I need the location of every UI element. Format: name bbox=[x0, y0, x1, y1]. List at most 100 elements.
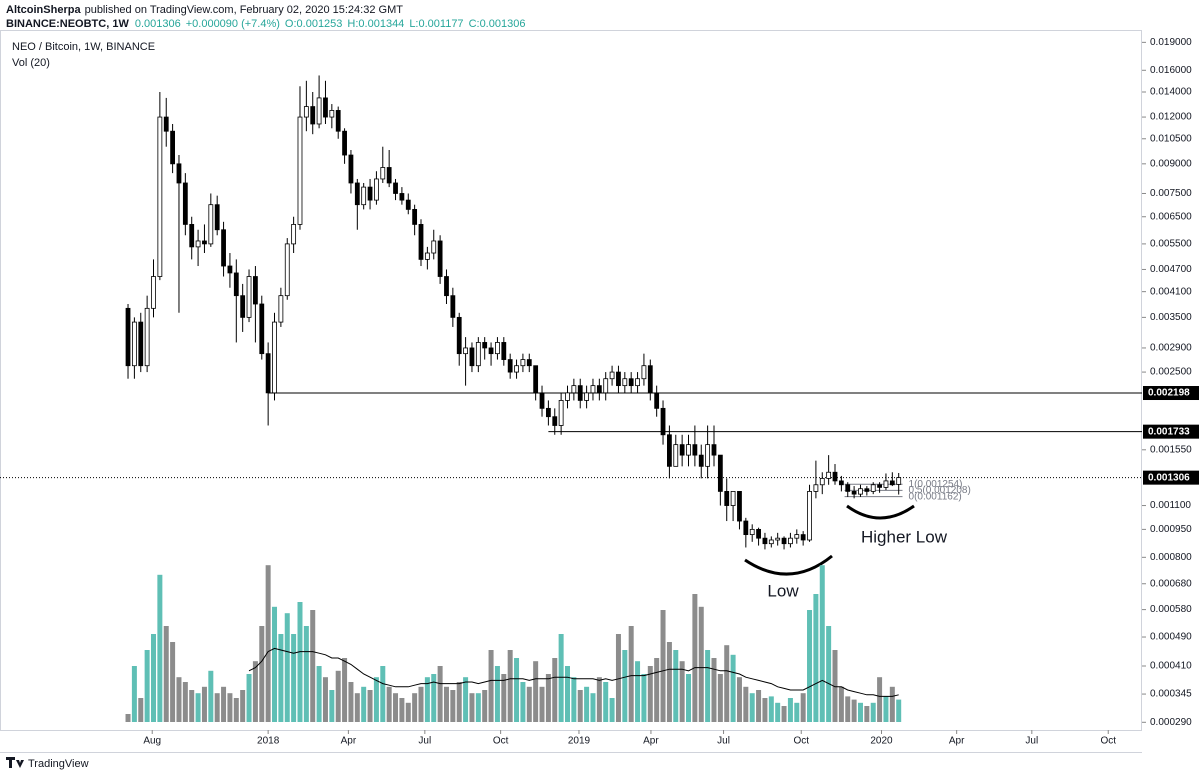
candle bbox=[240, 283, 246, 332]
volume-bar bbox=[813, 594, 819, 722]
candle bbox=[667, 425, 672, 479]
price-badge bbox=[1143, 470, 1199, 485]
y-tick-label: 0.000490 bbox=[1150, 632, 1192, 643]
candle-body bbox=[870, 484, 876, 492]
chart-title: NEO / Bitcoin, 1W, BINANCE bbox=[12, 41, 155, 53]
candle bbox=[170, 123, 176, 174]
candle-body bbox=[265, 353, 271, 394]
candle-body bbox=[896, 477, 902, 485]
volume-bar bbox=[864, 706, 870, 722]
candle-body bbox=[565, 392, 570, 401]
candle-body bbox=[195, 240, 201, 248]
volume-bar bbox=[259, 626, 265, 722]
candle bbox=[444, 269, 449, 305]
candle-body bbox=[577, 385, 583, 401]
candle bbox=[635, 372, 640, 393]
volume-bar bbox=[265, 565, 271, 722]
candle bbox=[730, 491, 736, 522]
volume-bar bbox=[507, 650, 513, 722]
candle bbox=[374, 171, 379, 205]
volume-bar bbox=[564, 666, 570, 722]
volume-bar bbox=[552, 658, 558, 722]
y-tick-label: 0.000680 bbox=[1150, 578, 1192, 589]
volume-bar bbox=[278, 634, 284, 722]
candle-body bbox=[348, 154, 354, 184]
candle bbox=[335, 106, 341, 139]
candle-body bbox=[323, 97, 328, 118]
candle-body bbox=[291, 224, 297, 245]
candle-body bbox=[316, 97, 322, 125]
candle bbox=[176, 155, 182, 313]
candle bbox=[838, 475, 844, 492]
volume-bar bbox=[214, 693, 220, 722]
candle bbox=[788, 532, 793, 548]
volume-bar bbox=[329, 690, 335, 722]
candle-body bbox=[272, 321, 277, 394]
volume-bar bbox=[221, 686, 227, 722]
volume-bar bbox=[577, 690, 583, 722]
higher-low-arc bbox=[846, 504, 915, 520]
candle-body bbox=[667, 434, 672, 467]
candle bbox=[870, 482, 876, 495]
candle-body bbox=[488, 347, 494, 355]
candle bbox=[501, 337, 507, 366]
candle bbox=[896, 472, 902, 495]
candle bbox=[877, 482, 882, 493]
candle bbox=[131, 317, 137, 379]
candle bbox=[151, 259, 156, 318]
close-label: C:0.001306 bbox=[469, 18, 526, 30]
volume-bar bbox=[431, 674, 437, 722]
candle bbox=[832, 464, 838, 485]
candle bbox=[686, 434, 691, 467]
volume-bar bbox=[539, 686, 545, 722]
symbol-line: BINANCE:NEOBTC, 1W 0.001306 +0.000090 (+7.… bbox=[6, 18, 525, 30]
candle bbox=[469, 342, 475, 373]
volume-bar bbox=[775, 702, 781, 722]
candle-body bbox=[475, 342, 481, 367]
volume-bar bbox=[520, 682, 526, 722]
candle bbox=[577, 378, 583, 409]
candle-body bbox=[329, 110, 335, 118]
x-tick-label: Oct bbox=[493, 736, 509, 747]
volume-bar bbox=[240, 690, 246, 722]
candle bbox=[463, 337, 468, 386]
candle bbox=[399, 187, 405, 205]
volume-label: Vol (20) bbox=[12, 57, 50, 69]
high-label: H:0.001344 bbox=[347, 18, 404, 30]
candle-body bbox=[367, 186, 373, 201]
volume-bar bbox=[673, 650, 679, 722]
volume-bar bbox=[679, 661, 685, 722]
candle bbox=[826, 455, 832, 485]
time-axis: Aug 2018 Apr Jul Oct 2019 Apr Jul Oct 2020 Apr Jul O… bbox=[143, 730, 1116, 747]
volume-bar bbox=[819, 565, 825, 722]
candle-body bbox=[310, 106, 316, 125]
author-line: AltcoinSherpa published on TradingView.co… bbox=[6, 4, 403, 16]
volume-bar bbox=[705, 650, 711, 722]
candle-body bbox=[552, 416, 558, 426]
candle-body bbox=[176, 163, 182, 184]
volume-bar bbox=[558, 634, 564, 722]
candle-body bbox=[227, 265, 233, 274]
candle bbox=[705, 425, 711, 479]
volume-bar bbox=[201, 686, 207, 722]
volume-bar bbox=[514, 658, 520, 722]
volume-bar bbox=[794, 702, 800, 722]
candle bbox=[284, 238, 290, 300]
candle-body bbox=[170, 130, 176, 165]
candle-body bbox=[883, 480, 889, 488]
y-tick-label: 0.000345 bbox=[1150, 689, 1192, 700]
candle bbox=[539, 385, 545, 417]
candle-body bbox=[463, 347, 468, 355]
y-tick-label: 0.007500 bbox=[1150, 188, 1192, 199]
candle-body bbox=[807, 491, 812, 541]
candle-body bbox=[246, 276, 252, 318]
candle bbox=[221, 221, 226, 277]
candle bbox=[189, 216, 195, 260]
volume-bar bbox=[851, 699, 857, 722]
price-badge-label: 0.001306 bbox=[1148, 472, 1190, 483]
volume-bar bbox=[857, 702, 863, 722]
volume-bar bbox=[195, 693, 201, 722]
candle-body bbox=[635, 378, 640, 387]
candle bbox=[526, 353, 532, 373]
candle-body bbox=[616, 371, 621, 387]
